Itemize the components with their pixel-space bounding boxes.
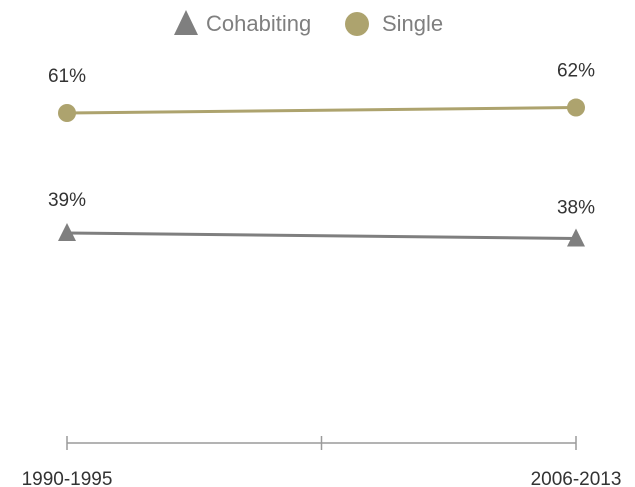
legend-item-single: Single xyxy=(345,11,443,36)
point-cohabiting-1 xyxy=(567,228,585,247)
data-label-single-0: 61% xyxy=(48,66,86,87)
legend-marker-cohabiting xyxy=(174,10,198,35)
data-label-single-1: 62% xyxy=(557,61,595,82)
data-label-cohabiting-1: 38% xyxy=(557,197,595,218)
point-single-1 xyxy=(567,98,585,117)
series-line-single xyxy=(66,106,577,115)
x-axis: 1990-1995 2006-2013 xyxy=(22,436,622,487)
legend-marker-single xyxy=(345,12,369,36)
plot-area: 39% 38% 61% 62% xyxy=(48,61,595,247)
legend-item-cohabiting: Cohabiting xyxy=(174,10,311,36)
legend: Cohabiting Single xyxy=(174,10,443,36)
data-label-cohabiting-0: 39% xyxy=(48,190,86,211)
legend-label-single: Single xyxy=(382,11,443,36)
point-cohabiting-0 xyxy=(58,223,76,241)
x-tick-label-2006-2013: 2006-2013 xyxy=(531,469,622,487)
legend-label-cohabiting: Cohabiting xyxy=(206,11,311,36)
x-tick-label-1990-1995: 1990-1995 xyxy=(22,469,113,487)
point-single-0 xyxy=(58,104,76,122)
series-line-cohabiting xyxy=(66,231,577,240)
